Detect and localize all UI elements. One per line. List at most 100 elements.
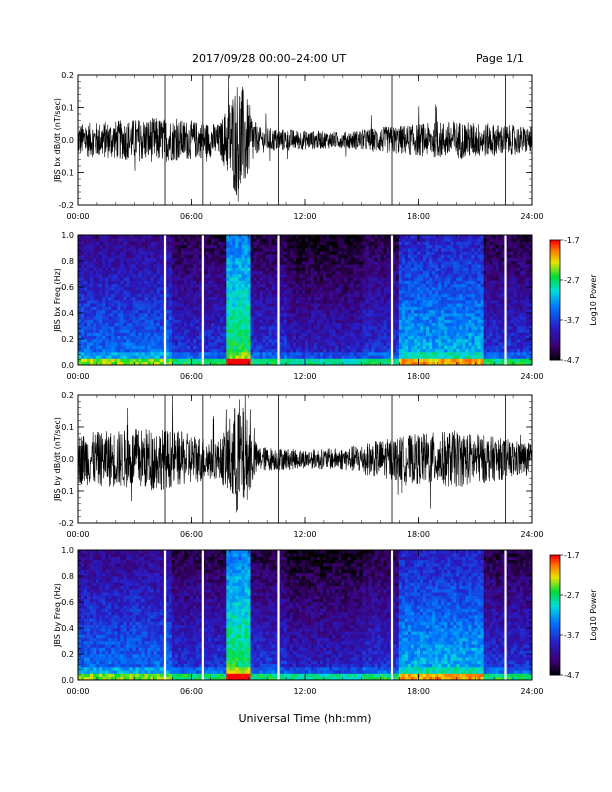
spectrogram-cell — [317, 306, 321, 311]
spectrogram-cell — [289, 335, 294, 340]
spectrogram-cell — [120, 270, 124, 275]
spectrogram-cell — [410, 274, 415, 278]
spectrogram-cell — [93, 313, 97, 317]
spectrogram-cell — [420, 355, 424, 359]
spectrogram-cell — [305, 300, 309, 304]
spectrogram-cell — [99, 306, 103, 311]
spectrogram-cell — [362, 339, 366, 343]
spectrogram-cell — [429, 241, 433, 246]
spectrogram-cell — [262, 322, 266, 327]
spectrogram-cell — [380, 306, 384, 311]
spectrogram-cell — [186, 241, 191, 246]
spectrogram-cell — [171, 339, 176, 343]
spectrogram-cell — [223, 361, 227, 366]
spectrogram-cell — [377, 248, 381, 252]
spectrogram-cell — [289, 300, 294, 304]
spectrogram-cell — [295, 348, 300, 353]
spectrogram-cell — [87, 329, 91, 333]
spectrogram-cell — [180, 257, 185, 262]
spectrogram-cell — [338, 270, 342, 275]
spectrogram-cell — [371, 254, 375, 259]
spectrogram-cell — [117, 345, 121, 350]
spectrogram-cell — [132, 358, 136, 363]
spectrogram-cell — [380, 235, 384, 239]
spectrogram-cell — [214, 283, 218, 288]
spectrogram-cell — [280, 329, 285, 333]
spectrogram-cell — [410, 248, 415, 252]
spectrogram-cell — [141, 261, 145, 265]
spectrogram-cell — [129, 309, 133, 314]
spectrogram-cell — [180, 274, 185, 278]
spectrogram-cell — [338, 251, 342, 255]
spectrogram-cell — [183, 309, 188, 314]
spectrogram-cell — [350, 361, 354, 366]
spectrogram-cell — [271, 348, 276, 353]
spectrogram-cell — [362, 303, 366, 307]
spectrogram-cell — [123, 326, 127, 330]
spectrogram-cell — [386, 270, 391, 275]
spectrogram-cell — [262, 254, 266, 259]
spectrogram-cell — [295, 261, 300, 265]
spectrogram-cell — [114, 251, 118, 255]
spectrogram-cell — [338, 355, 342, 359]
spectrogram-cell — [132, 361, 136, 366]
spectrogram-cell — [323, 329, 327, 333]
spectrogram-cell — [392, 352, 397, 356]
spectrogram-cell — [84, 254, 88, 259]
spectrogram-cell — [147, 335, 151, 340]
spectrogram-cell — [99, 267, 103, 272]
spectrogram-cell — [244, 274, 248, 278]
spectrogram-cell — [223, 358, 227, 363]
spectrogram-cell — [374, 287, 378, 291]
spectrogram-cell — [114, 300, 118, 304]
spectrogram-cell — [220, 264, 224, 268]
spectrogram-cell — [350, 309, 354, 314]
spectrogram-cell — [438, 287, 442, 291]
spectrogram-cell — [120, 345, 124, 350]
spectrogram-cell — [93, 322, 97, 327]
spectrogram-cell — [144, 277, 148, 281]
spectrogram-cell — [368, 235, 372, 239]
spectrogram-cell — [159, 335, 164, 340]
spectrogram-cell — [232, 261, 236, 265]
spectrogram-cell — [135, 241, 139, 246]
spectrogram-cell — [320, 332, 324, 337]
spectrogram-cell — [229, 303, 233, 307]
spectrogram-cell — [217, 296, 221, 301]
spectrogram-cell — [84, 241, 88, 246]
spectrogram-cell — [359, 296, 363, 301]
spectrogram-cell — [401, 283, 406, 288]
spectrogram-cell — [274, 313, 279, 317]
spectrogram-cell — [365, 238, 369, 242]
spectrogram-cell — [129, 293, 133, 298]
spectrogram-cell — [174, 332, 179, 337]
spectrogram-cell — [232, 355, 236, 359]
spectrogram-cell — [156, 280, 161, 285]
spectrogram-cell — [111, 290, 115, 294]
spectrogram-cell — [423, 309, 427, 314]
spectrogram-cell — [150, 316, 154, 320]
spectrogram-cell — [241, 352, 245, 356]
spectrogram-cell — [386, 339, 391, 343]
spectrogram-cell — [356, 329, 360, 333]
spectrogram-cell — [211, 257, 215, 262]
spectrogram-cell — [208, 238, 212, 242]
spectrogram-cell — [183, 290, 188, 294]
spectrogram-cell — [165, 261, 170, 265]
spectrogram-cell — [111, 329, 115, 333]
spectrogram-cell — [177, 348, 182, 353]
spectrogram-cell — [295, 257, 300, 262]
spectrogram-cell — [368, 306, 372, 311]
spectrogram-cell — [102, 238, 106, 242]
spectrogram-cell — [141, 316, 145, 320]
spectrogram-cell — [344, 293, 348, 298]
spectrogram-cell — [420, 293, 424, 298]
spectrogram-cell — [271, 313, 276, 317]
spectrogram-cell — [432, 352, 436, 356]
spectrogram-cell — [180, 235, 185, 239]
spectrogram-cell — [338, 313, 342, 317]
spectrogram-cell — [111, 296, 115, 301]
spectrogram-cell — [305, 244, 309, 249]
spectrogram-cell — [211, 296, 215, 301]
spectrogram-cell — [268, 355, 273, 359]
